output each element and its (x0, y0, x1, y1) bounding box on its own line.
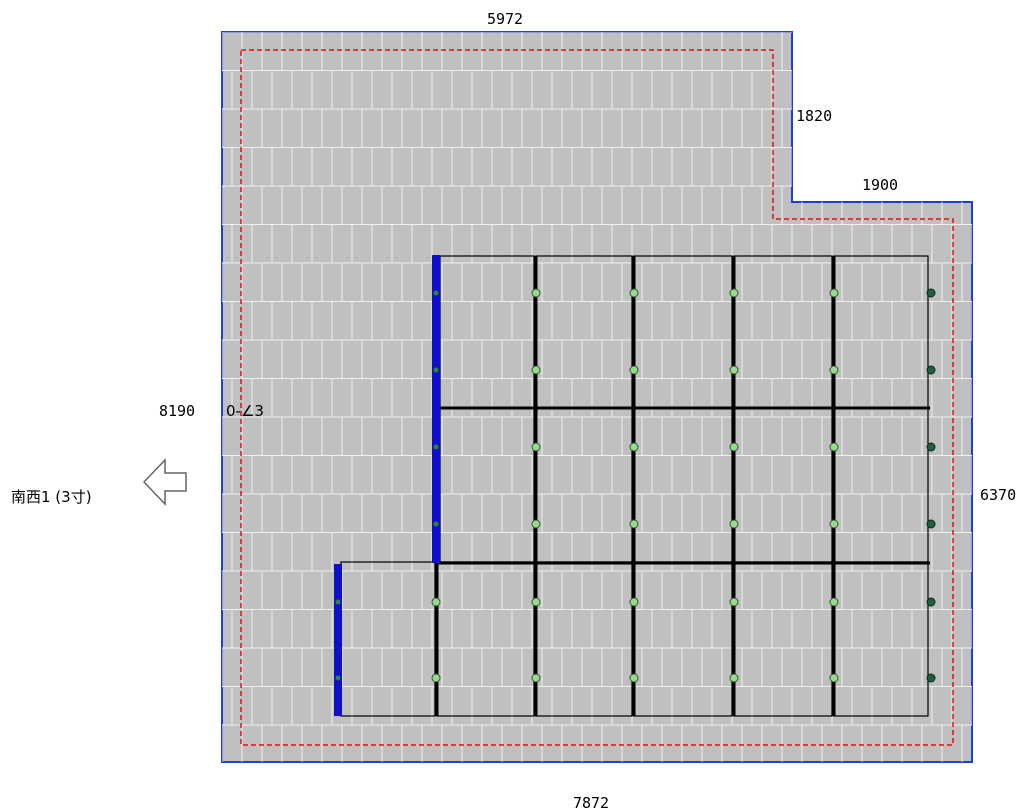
clamp-point (531, 673, 541, 683)
clamp-point (729, 442, 739, 452)
clamp-point (531, 597, 541, 607)
edge-clamp-point (433, 521, 439, 527)
edge-clamp-point (433, 444, 439, 450)
clamp-point (431, 597, 441, 607)
slope-label: 0-∠3 (226, 402, 264, 420)
clamp-point (829, 288, 839, 298)
clamp-point (629, 673, 639, 683)
clamp-point (431, 673, 441, 683)
dimension-notch-height: 1820 (796, 107, 832, 125)
clamp-point (829, 597, 839, 607)
edge-clamp-point (335, 675, 341, 681)
clamp-point (531, 288, 541, 298)
clamp-point (729, 673, 739, 683)
clamp-point (829, 519, 839, 529)
clamp-point (926, 597, 936, 607)
clamp-point (531, 365, 541, 375)
direction-label: 南西1 (3寸) (11, 488, 92, 506)
rail-end-bar (334, 564, 342, 716)
clamp-point (926, 442, 936, 452)
clamp-point (926, 288, 936, 298)
dimension-bottom: 7872 (573, 794, 609, 812)
dimension-right: 6370 (980, 486, 1016, 504)
clamp-point (531, 442, 541, 452)
solar-panel-array (334, 255, 936, 717)
edge-clamp-point (433, 367, 439, 373)
clamp-point (531, 519, 541, 529)
edge-clamp-point (335, 599, 341, 605)
left-arrow-icon (142, 458, 187, 506)
clamp-point (629, 288, 639, 298)
dimension-notch-width: 1900 (862, 176, 898, 194)
dimension-left: 8190 (159, 402, 195, 420)
clamp-point (926, 519, 936, 529)
clamp-point (629, 519, 639, 529)
rail-end-bar (432, 255, 440, 563)
clamp-point (629, 597, 639, 607)
clamp-point (829, 673, 839, 683)
clamp-point (629, 365, 639, 375)
clamp-point (729, 597, 739, 607)
setback-line (240, 49, 954, 746)
clamp-point (729, 288, 739, 298)
clamp-point (829, 442, 839, 452)
clamp-point (729, 365, 739, 375)
clamp-point (629, 442, 639, 452)
clamp-point (926, 365, 936, 375)
edge-clamp-point (433, 290, 439, 296)
clamp-point (729, 519, 739, 529)
roof-tile-pattern (222, 32, 972, 762)
dimension-top: 5972 (487, 10, 523, 28)
clamp-point (829, 365, 839, 375)
clamp-point (926, 673, 936, 683)
